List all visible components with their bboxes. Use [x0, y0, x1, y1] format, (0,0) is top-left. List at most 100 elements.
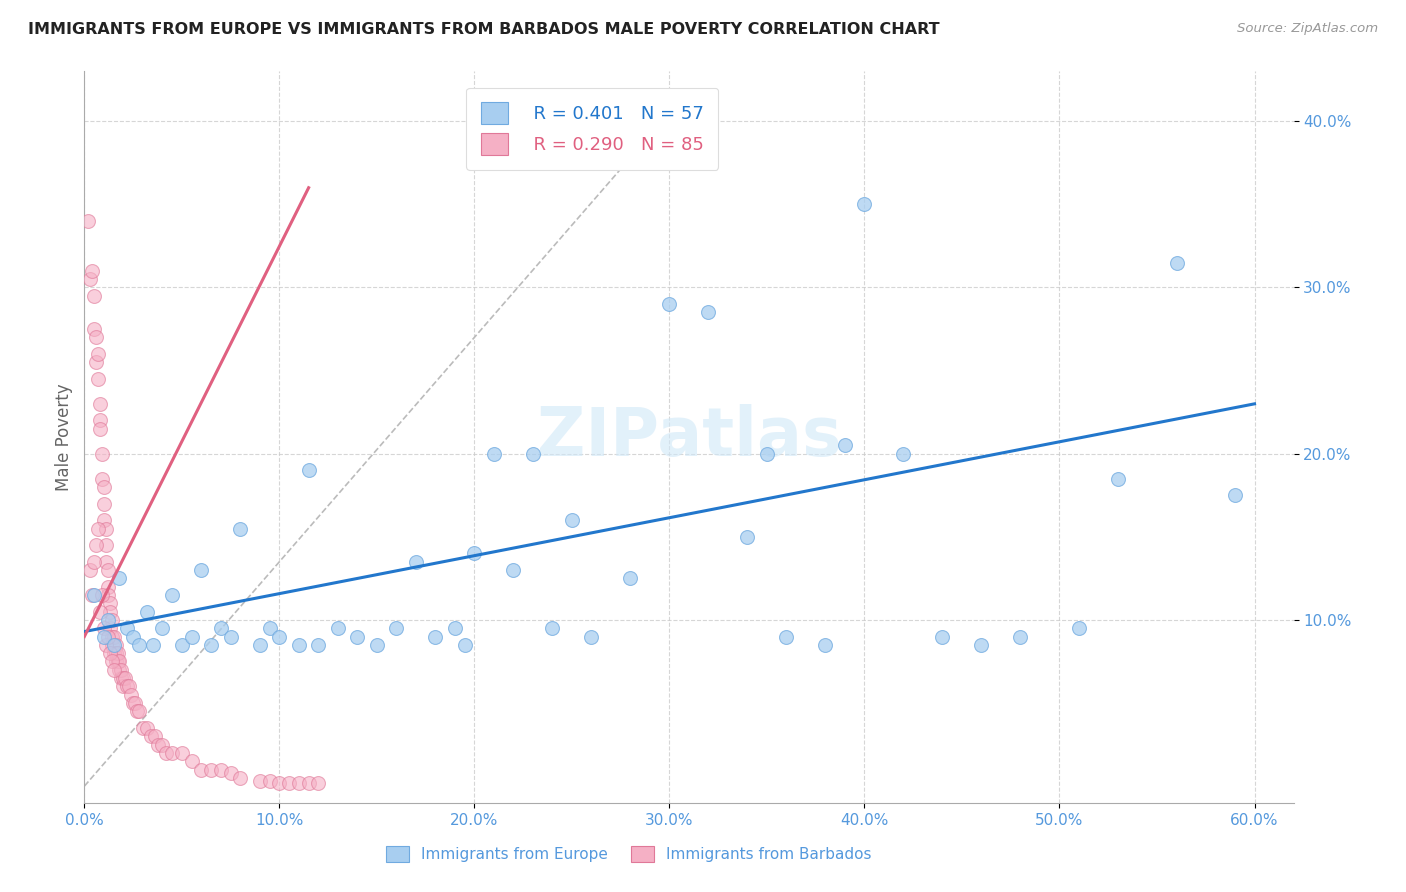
- Point: [83, 555, 105, 569]
- Point: [834, 438, 856, 452]
- Point: [259, 774, 281, 789]
- Point: [128, 638, 150, 652]
- Point: [970, 638, 993, 652]
- Point: [405, 555, 427, 569]
- Point: [104, 655, 127, 669]
- Point: [180, 754, 202, 768]
- Point: [89, 397, 111, 411]
- Point: [326, 621, 349, 635]
- Point: [278, 776, 301, 790]
- Text: ZIPatlas: ZIPatlas: [537, 404, 841, 470]
- Point: [814, 638, 837, 652]
- Point: [117, 680, 139, 694]
- Point: [366, 638, 388, 652]
- Point: [112, 671, 135, 685]
- Point: [132, 721, 155, 735]
- Point: [87, 372, 110, 386]
- Point: [697, 305, 720, 319]
- Point: [93, 630, 115, 644]
- Point: [269, 776, 291, 790]
- Point: [190, 563, 212, 577]
- Point: [425, 630, 447, 644]
- Point: [98, 596, 121, 610]
- Point: [190, 763, 212, 777]
- Text: IMMIGRANTS FROM EUROPE VS IMMIGRANTS FROM BARBADOS MALE POVERTY CORRELATION CHAR: IMMIGRANTS FROM EUROPE VS IMMIGRANTS FRO…: [28, 22, 939, 37]
- Point: [87, 521, 110, 535]
- Point: [150, 738, 173, 752]
- Point: [307, 638, 329, 652]
- Point: [135, 605, 157, 619]
- Legend: Immigrants from Europe, Immigrants from Barbados: Immigrants from Europe, Immigrants from …: [380, 840, 877, 868]
- Point: [893, 447, 915, 461]
- Point: [142, 638, 165, 652]
- Point: [561, 513, 583, 527]
- Point: [444, 621, 467, 635]
- Point: [98, 621, 121, 635]
- Point: [93, 621, 115, 635]
- Point: [288, 638, 311, 652]
- Point: [90, 472, 112, 486]
- Point: [79, 563, 101, 577]
- Point: [658, 297, 681, 311]
- Point: [259, 621, 281, 635]
- Point: [94, 521, 117, 535]
- Y-axis label: Male Poverty: Male Poverty: [55, 384, 73, 491]
- Point: [103, 630, 125, 644]
- Point: [94, 555, 117, 569]
- Point: [1166, 255, 1188, 269]
- Point: [97, 580, 120, 594]
- Point: [89, 413, 111, 427]
- Point: [103, 663, 125, 677]
- Point: [112, 680, 135, 694]
- Point: [94, 638, 117, 652]
- Point: [77, 214, 100, 228]
- Point: [84, 355, 107, 369]
- Point: [160, 746, 183, 760]
- Point: [100, 638, 122, 652]
- Point: [103, 646, 125, 660]
- Point: [200, 638, 222, 652]
- Point: [114, 671, 136, 685]
- Point: [125, 705, 148, 719]
- Point: [150, 621, 173, 635]
- Point: [135, 721, 157, 735]
- Point: [170, 638, 193, 652]
- Point: [1067, 621, 1090, 635]
- Point: [155, 746, 177, 760]
- Point: [89, 605, 111, 619]
- Point: [89, 422, 111, 436]
- Point: [94, 538, 117, 552]
- Point: [120, 688, 142, 702]
- Point: [108, 571, 131, 585]
- Point: [139, 729, 162, 743]
- Point: [82, 588, 104, 602]
- Point: [200, 763, 222, 777]
- Point: [346, 630, 368, 644]
- Point: [619, 571, 641, 585]
- Point: [249, 638, 271, 652]
- Point: [170, 746, 193, 760]
- Point: [522, 447, 544, 461]
- Point: [100, 655, 122, 669]
- Point: [98, 605, 121, 619]
- Point: [79, 272, 101, 286]
- Point: [110, 671, 132, 685]
- Point: [108, 655, 131, 669]
- Point: [298, 463, 321, 477]
- Point: [931, 630, 953, 644]
- Point: [1010, 630, 1032, 644]
- Point: [90, 447, 112, 461]
- Point: [83, 289, 105, 303]
- Point: [110, 663, 132, 677]
- Point: [83, 588, 105, 602]
- Point: [775, 630, 797, 644]
- Point: [737, 530, 759, 544]
- Point: [97, 563, 120, 577]
- Point: [229, 771, 252, 785]
- Point: [269, 630, 291, 644]
- Point: [84, 330, 107, 344]
- Point: [100, 613, 122, 627]
- Point: [755, 447, 778, 461]
- Point: [93, 480, 115, 494]
- Point: [87, 347, 110, 361]
